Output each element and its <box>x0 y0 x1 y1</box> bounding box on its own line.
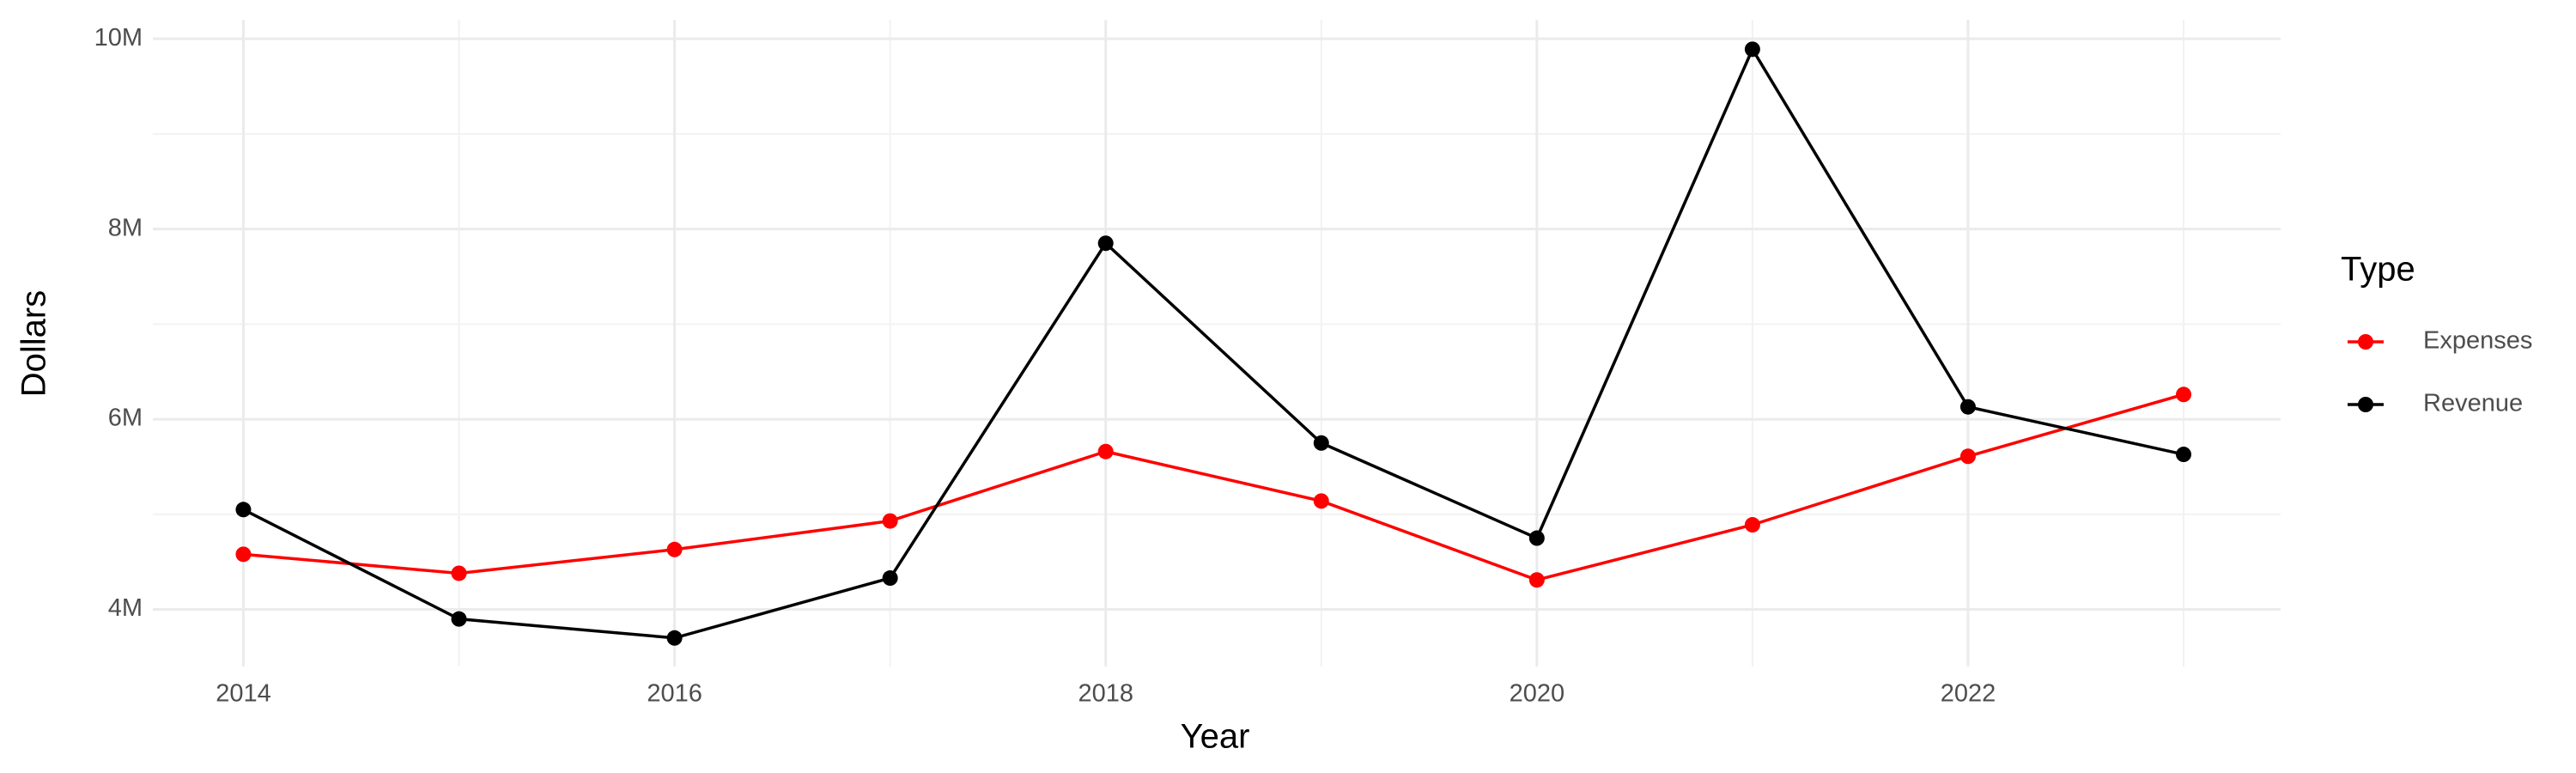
data-point <box>451 565 467 581</box>
data-point <box>882 570 898 587</box>
series-line <box>242 46 2184 640</box>
x-axis-title: Year <box>1181 718 1250 756</box>
legend-key-point <box>2358 397 2373 412</box>
series-line <box>243 393 2184 582</box>
data-point <box>1959 448 1976 465</box>
x-tick-label: 2018 <box>1078 680 1133 708</box>
x-tick-label: 2020 <box>1510 680 1565 708</box>
data-point <box>1313 435 1329 451</box>
y-tick-label: 10M <box>94 24 143 52</box>
legend-label: Expenses <box>2423 327 2532 355</box>
data-point <box>1528 572 1545 588</box>
x-tick-label: 2014 <box>216 680 271 708</box>
data-point <box>1744 517 1760 533</box>
y-axis-title: Dollars <box>15 290 53 397</box>
data-point <box>235 546 252 563</box>
data-point <box>1313 493 1329 509</box>
data-point <box>1097 443 1114 460</box>
legend-title: Type <box>2341 251 2415 289</box>
legend-key-point <box>2358 334 2373 350</box>
data-point <box>2176 386 2192 403</box>
x-tick-label: 2022 <box>1941 680 1996 708</box>
data-point <box>1528 530 1545 546</box>
data-point <box>666 541 683 557</box>
data-point <box>666 630 683 646</box>
data-point <box>1959 399 1976 415</box>
y-tick-label: 4M <box>108 594 143 622</box>
data-point <box>1744 41 1760 58</box>
data-point <box>451 611 467 627</box>
x-tick-label: 2016 <box>647 680 702 708</box>
y-tick-label: 6M <box>108 405 143 432</box>
legend-label: Revenue <box>2423 390 2523 417</box>
y-tick-label: 8M <box>108 214 143 241</box>
data-point <box>882 513 898 529</box>
data-point <box>1097 235 1114 252</box>
data-point <box>235 502 252 518</box>
data-point <box>2176 447 2192 463</box>
